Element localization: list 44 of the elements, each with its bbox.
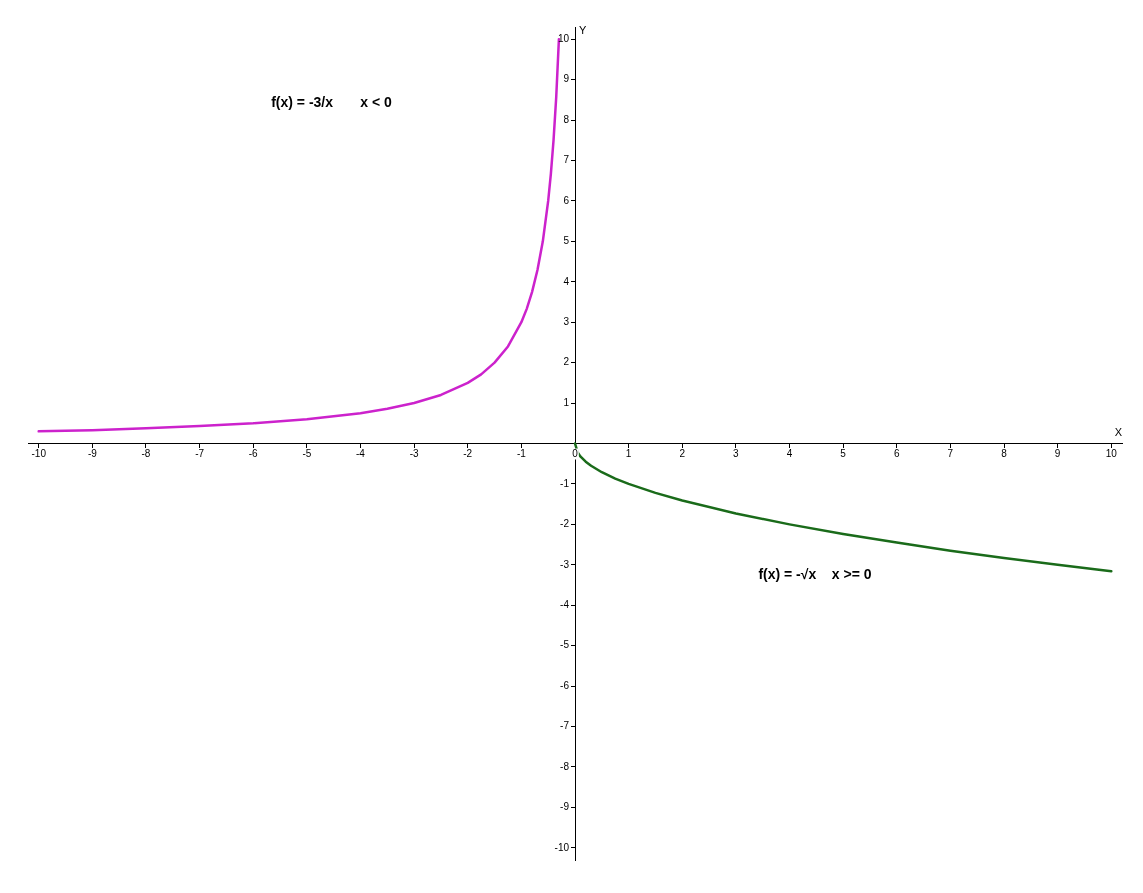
annotation: f(x) = -3/x x < 0 <box>271 93 392 110</box>
y-tick-label: 8 <box>563 113 570 125</box>
x-tick-label: -8 <box>141 448 151 460</box>
y-tick-label: 6 <box>563 194 570 206</box>
y-axis-title: Y <box>579 24 587 37</box>
x-tick-label: -7 <box>195 448 205 460</box>
y-tick-label: -10 <box>554 841 570 853</box>
x-tick-label: 3 <box>733 448 740 460</box>
annotation: f(x) = -√x x >= 0 <box>758 565 872 582</box>
y-tick-label: 10 <box>557 32 570 44</box>
y-tick-label: 5 <box>563 235 570 247</box>
x-axis-title: X <box>1114 425 1123 438</box>
y-tick-label: 4 <box>563 275 570 287</box>
y-tick-label: -5 <box>560 639 570 651</box>
x-tick-label: 2 <box>679 448 686 460</box>
y-tick-label: 3 <box>563 315 570 327</box>
x-tick-label: -4 <box>356 448 366 460</box>
y-tick-label: -7 <box>560 720 570 732</box>
x-tick-label: 5 <box>840 448 847 460</box>
x-tick-label: -3 <box>409 448 419 460</box>
x-tick-label: 8 <box>1001 448 1008 460</box>
y-tick-label: -6 <box>560 679 570 691</box>
x-tick-label: 9 <box>1054 448 1061 460</box>
x-tick-label: -9 <box>87 448 98 460</box>
x-tick-label: 6 <box>893 448 900 460</box>
y-tick-label: -1 <box>560 477 570 489</box>
x-tick-label: 7 <box>947 448 954 460</box>
x-tick-label: -6 <box>248 448 259 460</box>
x-tick-label: -5 <box>302 448 312 460</box>
x-tick-label: -2 <box>463 448 473 460</box>
y-tick-label: 1 <box>563 396 570 408</box>
y-tick-label: -2 <box>560 518 570 530</box>
y-tick-label: -3 <box>560 558 570 570</box>
y-tick-label: 9 <box>563 73 570 85</box>
x-tick-label: -1 <box>516 448 527 460</box>
y-tick-label: 2 <box>563 356 570 368</box>
x-tick-label: -10 <box>31 448 47 460</box>
x-tick-label: 4 <box>786 448 793 460</box>
x-tick-label: 10 <box>1105 448 1118 460</box>
y-tick-label: -4 <box>560 599 570 610</box>
y-tick-label: -8 <box>560 760 570 772</box>
y-tick-label: 7 <box>563 154 570 166</box>
x-tick-label: 1 <box>625 448 632 460</box>
y-tick-label: -9 <box>560 801 570 813</box>
